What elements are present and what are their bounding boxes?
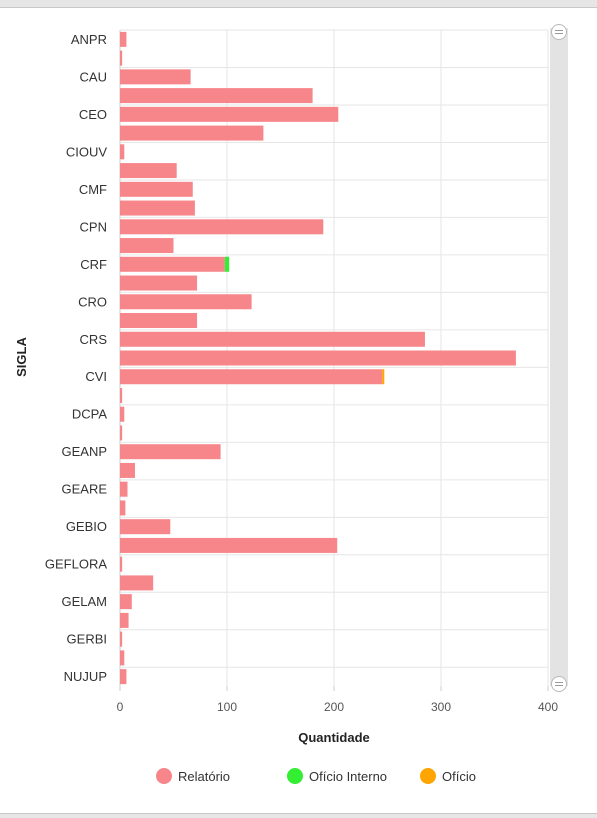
y-tick-label: CRS bbox=[80, 332, 108, 347]
bar[interactable] bbox=[120, 331, 425, 347]
y-tick-label: GEARE bbox=[61, 482, 107, 497]
y-tick-label: DCPA bbox=[72, 407, 107, 422]
legend-label: Relatório bbox=[178, 768, 231, 784]
bar[interactable] bbox=[120, 31, 127, 47]
y-axis-title: SIGLA bbox=[14, 337, 29, 377]
x-tick-label: 0 bbox=[117, 700, 124, 714]
bar[interactable] bbox=[120, 256, 225, 272]
y-tick-label: CIOUV bbox=[66, 144, 108, 159]
bar[interactable] bbox=[120, 556, 123, 572]
legend-swatch bbox=[287, 768, 303, 784]
y-tick-label: CRF bbox=[80, 257, 107, 272]
bar[interactable] bbox=[120, 612, 129, 628]
bar[interactable] bbox=[120, 106, 339, 122]
y-tick-labels: ANPR CAU CEO CIOUV CMF CPN CRF CRO CRS CVI DCPA GEA… bbox=[45, 32, 107, 684]
y-tick-label: GELAM bbox=[61, 594, 107, 609]
x-tick-labels: 0 100 200 300 400 bbox=[117, 686, 558, 714]
bar[interactable] bbox=[120, 462, 135, 478]
legend-item-oficio[interactable]: Ofício bbox=[420, 768, 476, 784]
bar[interactable] bbox=[120, 238, 174, 254]
bar-chart: ANPR CAU CEO CIOUV CMF CPN CRF CRO CRS CVI DCPA GEA… bbox=[14, 24, 568, 745]
bar[interactable] bbox=[120, 519, 171, 535]
bar[interactable] bbox=[120, 88, 313, 104]
bar[interactable] bbox=[224, 256, 230, 272]
legend-item-relatorio[interactable]: Relatório bbox=[156, 768, 230, 784]
bar[interactable] bbox=[120, 163, 177, 179]
bar[interactable] bbox=[120, 50, 123, 66]
bar[interactable] bbox=[120, 125, 264, 141]
y-tick-label: NUJUP bbox=[64, 669, 107, 684]
bar[interactable] bbox=[120, 313, 198, 329]
bar[interactable] bbox=[120, 631, 123, 647]
bar[interactable] bbox=[120, 500, 126, 516]
bar[interactable] bbox=[120, 69, 191, 85]
top-border bbox=[0, 0, 597, 8]
y-tick-label: CVI bbox=[85, 369, 107, 384]
bar[interactable] bbox=[120, 294, 252, 310]
bar[interactable] bbox=[120, 481, 128, 497]
x-axis-title: Quantidade bbox=[298, 730, 370, 745]
bar[interactable] bbox=[120, 406, 125, 422]
bottom-border bbox=[0, 813, 597, 818]
bar[interactable] bbox=[120, 425, 123, 441]
x-tick-label: 300 bbox=[431, 700, 451, 714]
y-tick-label: CMF bbox=[79, 182, 107, 197]
bar[interactable] bbox=[120, 275, 198, 291]
bar[interactable] bbox=[120, 669, 127, 685]
bar[interactable] bbox=[120, 650, 125, 666]
x-tick-label: 100 bbox=[217, 700, 237, 714]
bar[interactable] bbox=[120, 369, 383, 385]
bar[interactable] bbox=[382, 369, 385, 385]
legend-swatch bbox=[420, 768, 436, 784]
legend-swatch bbox=[156, 768, 172, 784]
bar[interactable] bbox=[120, 594, 132, 610]
bar[interactable] bbox=[120, 387, 123, 403]
y-tick-label: CRO bbox=[78, 294, 107, 309]
y-tick-label: CPN bbox=[80, 219, 107, 234]
x-tick-label: 400 bbox=[538, 700, 558, 714]
scrollbar-bottom-handle[interactable] bbox=[551, 676, 567, 692]
bar[interactable] bbox=[120, 350, 516, 366]
y-tick-label: GERBI bbox=[67, 632, 107, 647]
scrollbar-top-handle[interactable] bbox=[551, 24, 567, 40]
bar[interactable] bbox=[120, 575, 154, 591]
bar[interactable] bbox=[120, 144, 125, 160]
y-tick-label: GEBIO bbox=[66, 519, 107, 534]
bar[interactable] bbox=[120, 444, 221, 460]
bar[interactable] bbox=[120, 200, 195, 216]
legend-label: Ofício Interno bbox=[309, 768, 388, 784]
bar[interactable] bbox=[120, 537, 338, 553]
bar[interactable] bbox=[120, 219, 324, 235]
legend-label: Ofício bbox=[442, 768, 476, 784]
legend: Relatório Ofício Interno Ofício bbox=[0, 768, 597, 794]
x-tick-label: 200 bbox=[324, 700, 344, 714]
y-tick-label: GEFLORA bbox=[45, 557, 107, 572]
y-tick-label: CEO bbox=[79, 107, 107, 122]
y-tick-label: ANPR bbox=[71, 32, 107, 47]
bars bbox=[120, 31, 516, 685]
y-tick-label: CAU bbox=[80, 69, 107, 84]
bar[interactable] bbox=[120, 181, 193, 197]
grid-lines bbox=[119, 29, 549, 686]
y-tick-label: GEANP bbox=[61, 444, 107, 459]
legend-item-oficio-interno[interactable]: Ofício Interno bbox=[287, 768, 387, 784]
scrollbar-track[interactable] bbox=[550, 28, 568, 686]
scrollbar[interactable] bbox=[550, 24, 568, 692]
